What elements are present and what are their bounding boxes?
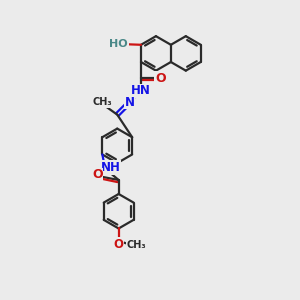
- Text: CH₃: CH₃: [93, 97, 112, 107]
- Text: O: O: [92, 168, 103, 181]
- Text: N: N: [125, 96, 135, 109]
- Text: O: O: [155, 72, 166, 85]
- Text: CH₃: CH₃: [126, 239, 146, 250]
- Text: O: O: [114, 238, 124, 251]
- Text: NH: NH: [101, 161, 121, 174]
- Text: HO: HO: [110, 39, 128, 49]
- Text: HN: HN: [131, 84, 151, 98]
